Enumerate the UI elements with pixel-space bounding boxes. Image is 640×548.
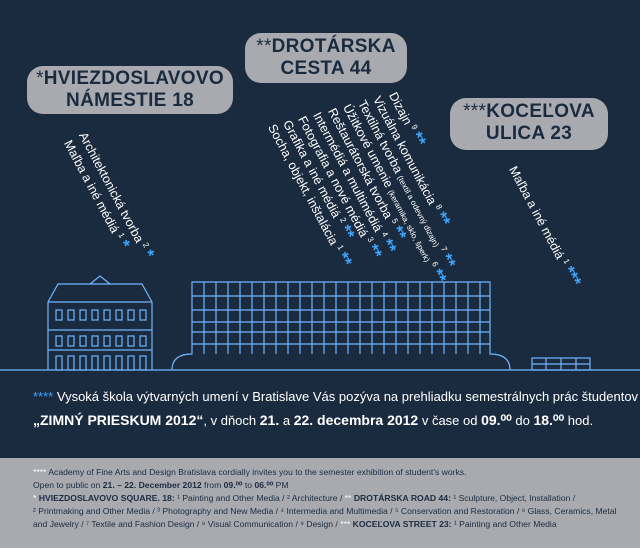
window — [55, 309, 63, 321]
invitation-suffix: hod. — [564, 413, 594, 428]
location-hviezdoslavovo: *HVIEZDOSLAVOVO NÁMESTIE 18 — [27, 66, 233, 114]
english-stars: * — [33, 493, 37, 503]
invitation-time-from: 09.⁰⁰ — [481, 412, 512, 428]
department-number: 8 — [433, 202, 444, 212]
window — [127, 335, 135, 347]
window — [139, 335, 147, 347]
location-line1: DROTÁRSKA — [271, 36, 396, 57]
english-line1: **** Academy of Fine Arts and Design Bra… — [33, 466, 466, 479]
english-time-from: 09.⁰⁰ — [223, 480, 243, 490]
window — [91, 309, 99, 321]
english-invite-text: Academy of Fine Arts and Design Bratisla… — [48, 467, 467, 477]
invitation-line2: „ZIMNÝ PRIESKUM 2012“, v dňoch 21. a 22.… — [33, 412, 593, 429]
invitation-day2: 22. decembra 2012 — [293, 412, 419, 428]
location-stars: *** — [463, 101, 487, 122]
english-line3: * HVIEZDOSLAVOVO SQUARE. 18: ¹ Painting … — [33, 492, 575, 505]
location-line1: KOCEĽOVA — [486, 101, 595, 122]
window — [79, 355, 87, 371]
english-location-kocelova: KOCEĽOVA STREET 23: — [352, 519, 452, 529]
english-line4: ² Printmaking and Other Media / ³ Photog… — [33, 506, 617, 516]
window — [115, 309, 123, 321]
english-open-prefix: Open to public on — [33, 480, 103, 490]
window — [115, 355, 123, 371]
invitation-text: Vysoká škola výtvarných umení v Bratisla… — [56, 389, 639, 404]
invitation-days-prefix: , v dňoch — [203, 413, 260, 428]
department-number: 9 — [409, 123, 420, 132]
window — [139, 355, 147, 371]
location-stars: * — [36, 68, 44, 89]
location-line2: CESTA 44 — [280, 58, 372, 79]
invitation-line1: **** Vysoká škola výtvarných umení v Bra… — [33, 389, 638, 404]
department-number: 7 — [439, 244, 450, 254]
window — [79, 335, 87, 347]
window — [67, 335, 75, 347]
english-location-hviezdoslavovo: HVIEZDOSLAVOVO SQUARE. 18: — [38, 493, 175, 503]
department-number: 6 — [429, 260, 441, 269]
window — [127, 309, 135, 321]
english-stars: ** — [344, 493, 352, 503]
english-open-dates: 21. – 22. December 2012 — [102, 480, 202, 490]
location-line2: ULICA 23 — [485, 123, 573, 144]
window — [103, 335, 111, 347]
english-departments: ¹ Sculpture, Object, Installation / — [453, 493, 576, 503]
invitation-to: do — [511, 413, 534, 428]
location-stars: ** — [256, 36, 272, 57]
department-number: 2 — [338, 216, 349, 225]
window — [67, 355, 75, 371]
location-drotarska: **DROTÁRSKA CESTA 44 — [245, 33, 407, 83]
window — [91, 335, 99, 347]
window — [115, 335, 123, 347]
exhibition-title: „ZIMNÝ PRIESKUM 2012“ — [33, 412, 204, 428]
english-info-panel: **** Academy of Fine Arts and Design Bra… — [0, 458, 640, 548]
modern-building — [171, 281, 511, 371]
invitation-time-to: 18.⁰⁰ — [533, 412, 565, 428]
buildings-illustration — [0, 275, 640, 371]
window — [127, 355, 135, 371]
window — [79, 309, 87, 321]
english-stars: *** — [340, 519, 351, 529]
location-line1: HVIEZDOSLAVOVO — [43, 68, 224, 89]
window — [91, 355, 99, 371]
window — [103, 309, 111, 321]
small-building — [531, 357, 591, 371]
english-time-to: 06.⁰⁰ — [254, 480, 274, 490]
window — [55, 355, 63, 371]
department-number: 4 — [379, 230, 390, 239]
window — [67, 309, 75, 321]
invitation-stars: **** — [33, 389, 54, 404]
window — [139, 309, 147, 321]
english-line2: Open to public on 21. – 22. December 201… — [33, 479, 289, 492]
english-location-drotarska: DROTÁRSKA ROAD 44: — [353, 493, 451, 503]
english-departments: ¹ Painting and Other Media / ² Architect… — [177, 493, 343, 503]
english-open-from: from — [201, 480, 224, 490]
location-line2: NÁMESTIE 18 — [66, 90, 194, 111]
window — [55, 335, 63, 347]
english-line5: and Jewelry / ⁷ Textile and Fashion Desi… — [33, 518, 557, 531]
location-kocelova: ***KOCEĽOVA ULICA 23 — [450, 98, 608, 150]
invitation-and: a — [279, 413, 294, 428]
english-stars: **** — [33, 467, 47, 477]
invitation-day1: 21. — [259, 412, 280, 428]
english-time-suffix: PM — [273, 480, 289, 490]
historic-building — [47, 275, 153, 371]
english-departments: and Jewelry / ⁷ Textile and Fashion Desi… — [33, 519, 338, 529]
english-to: to — [242, 480, 255, 490]
invitation-time-prefix: v čase od — [418, 413, 482, 428]
english-departments: ¹ Painting and Other Media — [453, 519, 557, 529]
window — [103, 355, 111, 371]
